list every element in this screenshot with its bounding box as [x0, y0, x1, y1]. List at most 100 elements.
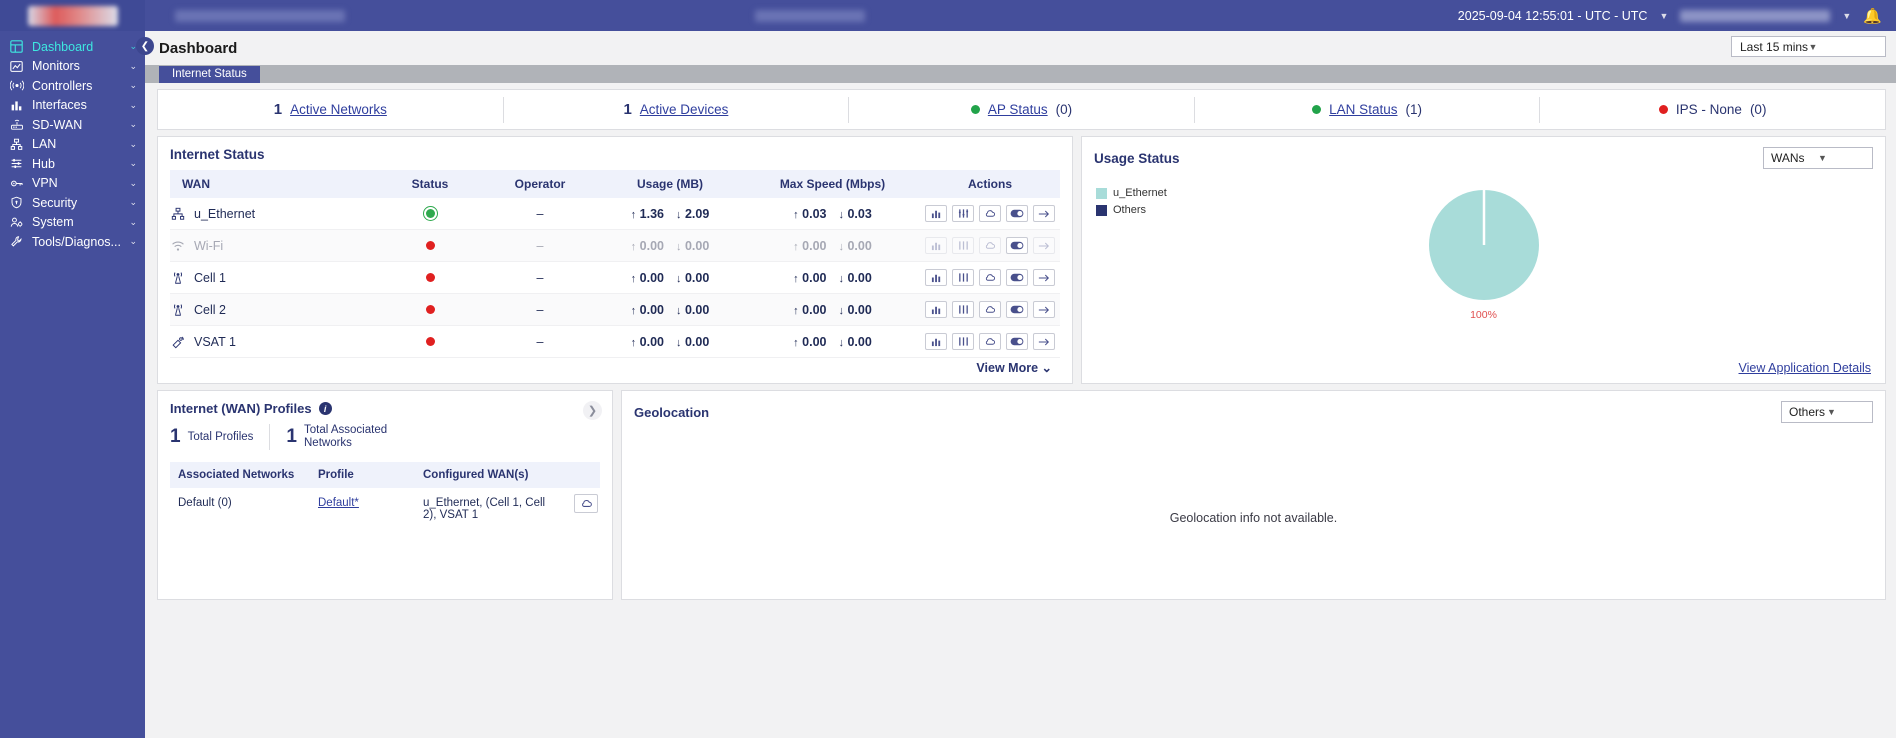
kpi-lan-status[interactable]: LAN Status (1)	[1195, 96, 1541, 123]
up-arrow-icon: ↑	[630, 304, 637, 317]
chevron-down-icon[interactable]: ⌄	[129, 80, 137, 91]
table-row[interactable]: Wi-Fi – ↑ 0.00 ↓ 0.00 ↑ 0.00 ↓ 0.00	[170, 229, 1060, 262]
chevron-down-icon[interactable]: ⌄	[129, 60, 137, 71]
col-max-speed: Max Speed (Mbps)	[745, 170, 920, 198]
chevron-down-icon[interactable]: ⌄	[129, 41, 137, 52]
info-icon[interactable]: i	[318, 402, 332, 415]
toggle-icon[interactable]	[1006, 333, 1028, 350]
sidebar-item-dashboard[interactable]: Dashboard ⌄	[0, 37, 145, 57]
sidebar-item-security[interactable]: Security ⌄	[0, 193, 145, 213]
cloud-icon[interactable]	[574, 494, 598, 514]
chart-icon[interactable]	[925, 333, 947, 350]
profile-link[interactable]: Default*	[318, 497, 359, 510]
network-cell: Default (0)	[178, 497, 232, 510]
toggle-icon[interactable]	[1006, 301, 1028, 318]
arrow-right-icon[interactable]	[1033, 301, 1055, 318]
kpi-ips-status[interactable]: IPS - None (0)	[1540, 97, 1885, 123]
chevron-left-icon[interactable]: ❮	[136, 37, 154, 55]
chevron-down-icon[interactable]: ⌄	[129, 119, 137, 130]
toggle-icon[interactable]	[1006, 237, 1028, 254]
page-title: Dashboard	[159, 39, 238, 57]
sidebar-item-hub[interactable]: Hub ⌄	[0, 154, 145, 174]
chart-icon[interactable]	[925, 205, 947, 222]
table-row[interactable]: VSAT 1 – ↑ 0.00 ↓ 0.00 ↑ 0.00 ↓ 0.00	[170, 325, 1060, 358]
bars-icon[interactable]	[952, 333, 974, 350]
sidebar-item-interfaces[interactable]: Interfaces ⌄	[0, 96, 145, 116]
chevron-down-icon[interactable]: ⌄	[129, 216, 137, 227]
card-title: Internet (WAN) Profiles	[170, 401, 312, 416]
wan-name: Cell 2	[194, 302, 226, 317]
actions-cell	[920, 198, 1060, 230]
chevron-down-icon[interactable]: ⌄	[129, 177, 137, 188]
timestamp-chevron-down-icon[interactable]: ▼	[1659, 10, 1669, 21]
usage-cell: ↑ 0.00 ↓ 0.00	[595, 261, 745, 294]
table-row[interactable]: Default (0) Default* u_Ethernet, (Cell 1…	[170, 488, 600, 530]
sidebar-item-tools-diagnostics[interactable]: Tools/Diagnos... ⌄	[0, 232, 145, 252]
bars-icon[interactable]	[952, 269, 974, 286]
geolocation-scope-select[interactable]: Others ▼	[1781, 401, 1873, 423]
kpi-ap-status[interactable]: AP Status (0)	[849, 96, 1195, 123]
chevron-down-icon[interactable]: ⌄	[129, 158, 137, 169]
down-arrow-icon: ↓	[838, 304, 845, 317]
chevron-down-icon[interactable]: ⌄	[129, 138, 137, 149]
bars-icon[interactable]	[952, 205, 974, 222]
kpi-active-devices[interactable]: 1 Active Devices	[504, 96, 850, 123]
kpi-active-networks[interactable]: 1 Active Networks	[158, 96, 504, 123]
sidebar-item-system[interactable]: System ⌄	[0, 213, 145, 233]
cloud-icon[interactable]	[979, 205, 1001, 222]
table-header-row: Associated Networks Profile Configured W…	[170, 462, 600, 489]
view-application-details-link[interactable]: View Application Details	[1738, 361, 1871, 375]
kpi-label[interactable]: AP Status	[987, 102, 1048, 117]
chevron-down-icon[interactable]: ⌄	[129, 236, 137, 247]
sidebar-label: Interfaces	[32, 98, 87, 113]
cloud-icon[interactable]	[979, 269, 1001, 286]
sidebar-item-sd-wan[interactable]: SD-WAN ⌄	[0, 115, 145, 135]
header-redacted-text-1	[175, 9, 345, 22]
kpi-label[interactable]: Active Networks	[290, 102, 387, 117]
speed-down: 0.00	[847, 334, 872, 349]
chart-icon[interactable]	[925, 301, 947, 318]
status-dot-red	[425, 336, 435, 346]
app-logo[interactable]	[0, 0, 145, 31]
sidebar-item-controllers[interactable]: Controllers ⌄	[0, 76, 145, 96]
chevron-right-icon[interactable]: ❯	[583, 401, 602, 420]
arrow-right-icon[interactable]	[1033, 333, 1055, 350]
vsat-icon	[170, 334, 185, 349]
tab-internet-status[interactable]: Internet Status	[159, 66, 260, 83]
status-cell	[375, 325, 485, 358]
speed-down: 0.00	[847, 270, 872, 285]
chart-icon[interactable]	[925, 269, 947, 286]
cloud-icon[interactable]	[979, 333, 1001, 350]
ethernet-icon	[170, 206, 185, 221]
kpi-label[interactable]: Active Devices	[639, 102, 729, 117]
table-row[interactable]: u_Ethernet – ↑ 1.36 ↓ 2.09 ↑ 0.03 ↓ 0.03	[170, 198, 1060, 230]
usage-scope-select[interactable]: WANs ▼	[1763, 147, 1873, 169]
bell-icon[interactable]: 🔔	[1863, 7, 1882, 25]
bars-icon[interactable]	[952, 301, 974, 318]
sidebar-item-lan[interactable]: LAN ⌄	[0, 135, 145, 155]
chevron-down-icon[interactable]: ⌄	[129, 197, 137, 208]
down-arrow-icon: ↓	[838, 208, 845, 221]
sidebar-label: SD-WAN	[32, 117, 83, 132]
usage-up: 0.00	[639, 270, 664, 285]
logo-image	[27, 5, 118, 26]
sidebar-item-vpn[interactable]: VPN ⌄	[0, 174, 145, 194]
table-row[interactable]: Cell 2 – ↑ 0.00 ↓ 0.00 ↑ 0.00 ↓ 0.00	[170, 293, 1060, 326]
user-chevron-down-icon[interactable]: ▼	[1842, 10, 1852, 21]
view-more-button[interactable]: View More ⌄	[976, 360, 1052, 375]
down-arrow-icon: ↓	[676, 240, 682, 253]
user-menu[interactable]	[1680, 9, 1831, 22]
down-arrow-icon: ↓	[838, 336, 845, 349]
speed-down: 0.00	[847, 302, 872, 317]
arrow-right-icon[interactable]	[1033, 269, 1055, 286]
actions-cell	[920, 325, 1060, 358]
time-range-select[interactable]: Last 15 mins ▼	[1731, 36, 1886, 57]
chevron-down-icon[interactable]: ⌄	[129, 99, 137, 110]
table-row[interactable]: Cell 1 – ↑ 0.00 ↓ 0.00 ↑ 0.00 ↓ 0.00	[170, 261, 1060, 294]
arrow-right-icon[interactable]	[1033, 205, 1055, 222]
sidebar-item-monitors[interactable]: Monitors ⌄	[0, 57, 145, 77]
kpi-label[interactable]: LAN Status	[1329, 102, 1398, 117]
cloud-icon[interactable]	[979, 301, 1001, 318]
toggle-icon[interactable]	[1006, 269, 1028, 286]
toggle-icon[interactable]	[1006, 205, 1028, 222]
